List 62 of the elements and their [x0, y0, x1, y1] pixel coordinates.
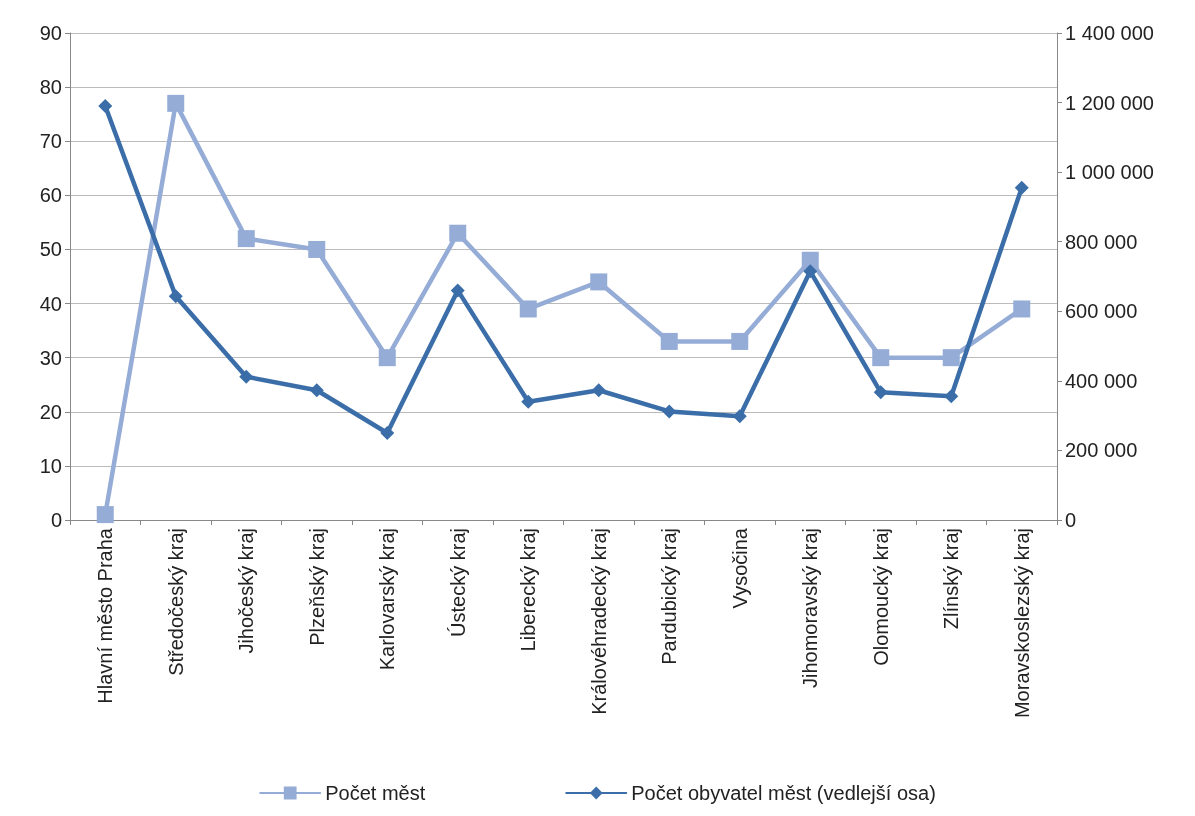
point [237, 230, 255, 248]
y2-tick-label: 1 400 000 [1065, 22, 1154, 44]
x-tick-label: Pardubický kraj [658, 528, 681, 665]
point [168, 289, 183, 304]
point [1014, 180, 1029, 195]
y-tick-label: 50 [39, 238, 62, 261]
x-tick-label: Plzeňský kraj [305, 528, 328, 646]
point [944, 389, 959, 404]
point [1013, 300, 1031, 318]
y-tick-label: 90 [39, 22, 62, 44]
y2-tick-label: 1 200 000 [1065, 91, 1154, 114]
point [167, 94, 185, 112]
x-tick-label: Olomoucký kraj [869, 528, 892, 666]
x-tick-label: Liberecký kraj [517, 528, 540, 652]
point [380, 426, 395, 441]
x-tick-label: Královéhradecký kraj [587, 528, 610, 715]
point [801, 251, 819, 269]
point [731, 332, 749, 350]
legend-label: Počet měst [325, 782, 426, 804]
point [450, 283, 465, 298]
y-tick-label: 60 [39, 184, 62, 207]
y-tick-label: 40 [39, 292, 62, 315]
y2-tick-label: 0 [1065, 509, 1077, 531]
point [521, 394, 536, 409]
x-tick-label: Vysočina [728, 527, 751, 609]
y2-tick-label: 600 000 [1065, 300, 1138, 323]
point [803, 264, 818, 279]
point [309, 383, 324, 398]
x-tick-label: Středočeský kraj [164, 528, 187, 676]
x-tick-label: Ústecký kraj [446, 528, 469, 637]
point [662, 404, 677, 419]
y-tick-label: 30 [39, 346, 62, 369]
point [96, 506, 114, 524]
point [239, 369, 254, 384]
point [942, 349, 960, 367]
y-tick-label: 70 [39, 130, 62, 153]
legend-label: Počet obyvatel měst (vedlejší osa) [631, 782, 936, 804]
y2-tick-label: 400 000 [1065, 369, 1138, 392]
point [308, 240, 326, 258]
point [873, 385, 888, 400]
x-tick-label: Jihomoravský kraj [799, 528, 822, 689]
point [449, 224, 467, 242]
y-tick-label: 80 [39, 76, 62, 99]
y2-tick-label: 800 000 [1065, 230, 1138, 253]
y-tick-label: 10 [39, 454, 62, 477]
x-tick-label: Hlavní město Praha [94, 527, 117, 704]
point [732, 409, 747, 424]
point [590, 273, 608, 291]
point [378, 349, 396, 367]
point [660, 332, 678, 350]
x-tick-label: Zlínský kraj [940, 528, 963, 630]
point [98, 99, 113, 114]
y-tick-label: 20 [39, 400, 62, 423]
y-tick-label: 0 [50, 509, 62, 531]
point [519, 300, 537, 318]
point [872, 349, 890, 367]
x-tick-label: Moravskoslezský kraj [1010, 528, 1033, 719]
x-tick-label: Karlovarský kraj [376, 528, 399, 671]
x-tick-label: Jihočeský kraj [235, 528, 258, 654]
y2-tick-label: 200 000 [1065, 439, 1138, 462]
y2-tick-label: 1 000 000 [1065, 161, 1154, 184]
point [591, 383, 606, 398]
